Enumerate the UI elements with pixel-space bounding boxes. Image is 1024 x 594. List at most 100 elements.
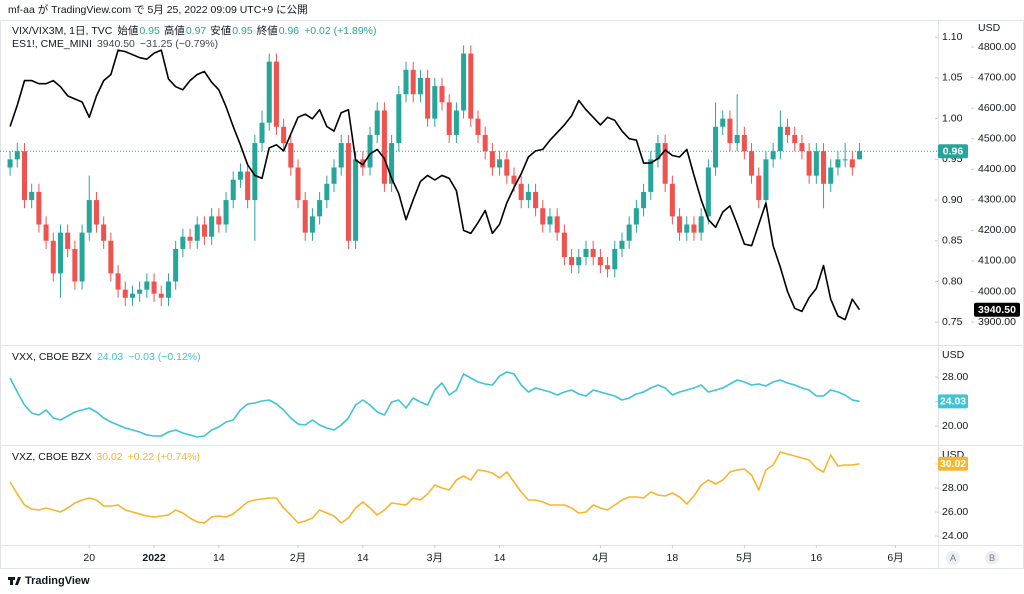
y-tick-label: 4400.00 <box>978 163 1016 175</box>
y-tick-label: 4300.00 <box>978 194 1016 206</box>
candle-body <box>489 151 495 168</box>
candle-body <box>705 167 711 217</box>
y-tick-label: 24.00 <box>942 530 968 542</box>
candle-body <box>633 208 639 225</box>
candle-body <box>763 159 769 201</box>
legend-value: 0.97 <box>186 25 207 37</box>
candle-body <box>641 191 647 209</box>
candle-body <box>605 265 611 270</box>
candle-body <box>590 248 596 258</box>
candle-body <box>554 216 560 233</box>
legend: VXX, CBOE BZX 24.03 −0.03 (−0.12%) <box>12 351 201 363</box>
candle-body <box>367 134 373 168</box>
last-value-label <box>974 302 1020 317</box>
candle-body <box>396 94 402 144</box>
candle-body <box>324 183 330 201</box>
candle-body <box>273 61 279 127</box>
x-tick-label: 6月 <box>887 552 903 564</box>
candle-body <box>677 216 683 233</box>
button-bg[interactable] <box>946 551 960 565</box>
candle-body <box>576 257 582 266</box>
currency-label: USD <box>942 349 965 361</box>
candle-body <box>684 224 690 233</box>
candle-body <box>223 200 229 225</box>
legend-change: +0.02 (+1.89%) <box>304 25 376 37</box>
candle-body <box>230 179 236 201</box>
candle-body <box>108 240 114 274</box>
candle-body <box>144 281 150 290</box>
candle-body <box>569 257 575 266</box>
overlay-line <box>9 49 861 321</box>
y-tick-label: 3900.00 <box>978 316 1016 328</box>
y-tick-label: 26.00 <box>942 506 968 518</box>
candle-body <box>216 216 222 225</box>
x-tick-label: 14 <box>357 552 369 564</box>
last-value-text: 0.96 <box>943 145 964 157</box>
candle-body <box>648 159 654 192</box>
x-tick-label: 5月 <box>736 552 752 564</box>
candle-body <box>173 248 179 282</box>
candle-body <box>691 224 697 233</box>
candle-body <box>21 151 27 201</box>
legend-label: 安値 <box>210 24 231 37</box>
candle-body <box>36 191 42 225</box>
candle-body <box>756 175 762 201</box>
candle-body <box>698 216 704 233</box>
candle-body <box>446 102 452 135</box>
candle-body <box>482 134 488 152</box>
candle-body <box>252 143 258 201</box>
legend-value: 3940.50 <box>97 38 135 50</box>
legend-title: VIX/VIX3M, 1日, TVC <box>12 25 113 37</box>
candle-body <box>828 167 834 184</box>
candle-body <box>842 159 848 161</box>
legend-change: −31.25 (−0.79%) <box>140 38 218 50</box>
candle-body <box>266 61 272 123</box>
candle-body <box>713 126 719 168</box>
candle-body <box>129 293 135 298</box>
legend-value: 24.03 <box>97 351 123 363</box>
candle-body <box>86 200 92 233</box>
candle-body <box>461 53 467 111</box>
y-tick-label: 4700.00 <box>978 71 1016 83</box>
candle-body <box>158 293 164 298</box>
candle-body <box>749 151 755 176</box>
candle-body <box>79 232 85 282</box>
candle-body <box>72 248 78 282</box>
candle-body <box>468 53 474 119</box>
legend-value: 0.95 <box>232 25 253 37</box>
legend: VXZ, CBOE BZX 30.02 +0.22 (+0.74%) <box>12 451 200 463</box>
candle-body <box>741 134 747 152</box>
button-label[interactable]: B <box>989 553 995 563</box>
legend-title: VXZ, CBOE BZX <box>12 451 91 463</box>
candle-body <box>389 143 395 184</box>
legend-value: 0.95 <box>139 25 160 37</box>
candle-body <box>288 143 294 168</box>
button-label[interactable]: A <box>950 553 956 563</box>
y-tick-label: 28.00 <box>942 482 968 494</box>
scale-button[interactable]: A <box>946 551 960 565</box>
candle-body <box>821 151 827 184</box>
candle-body <box>792 134 798 144</box>
last-value-text: 30.02 <box>940 458 966 470</box>
candle-body <box>151 281 157 294</box>
last-value-label <box>938 144 968 159</box>
candle-body <box>50 240 56 274</box>
button-bg[interactable] <box>985 551 999 565</box>
candle-body <box>331 167 337 184</box>
y-tick-label: 4000.00 <box>978 285 1016 297</box>
candle-body <box>7 159 13 168</box>
scale-button[interactable]: B <box>985 551 999 565</box>
legend-title: ES1!, CME_MINI <box>12 38 92 50</box>
y-tick-label: 0.85 <box>942 235 963 247</box>
candle-body <box>417 77 423 95</box>
candle-body <box>115 273 121 290</box>
y-tick-label: 4500.00 <box>978 132 1016 144</box>
y-tick-label: 28.00 <box>942 371 968 383</box>
legend-label: 終値 <box>257 24 278 37</box>
legend: ES1!, CME_MINI 3940.50 −31.25 (−0.79%) <box>12 38 218 50</box>
candle-body <box>525 191 531 201</box>
y-tick-label: 0.90 <box>942 194 963 206</box>
candle-body <box>626 224 632 241</box>
